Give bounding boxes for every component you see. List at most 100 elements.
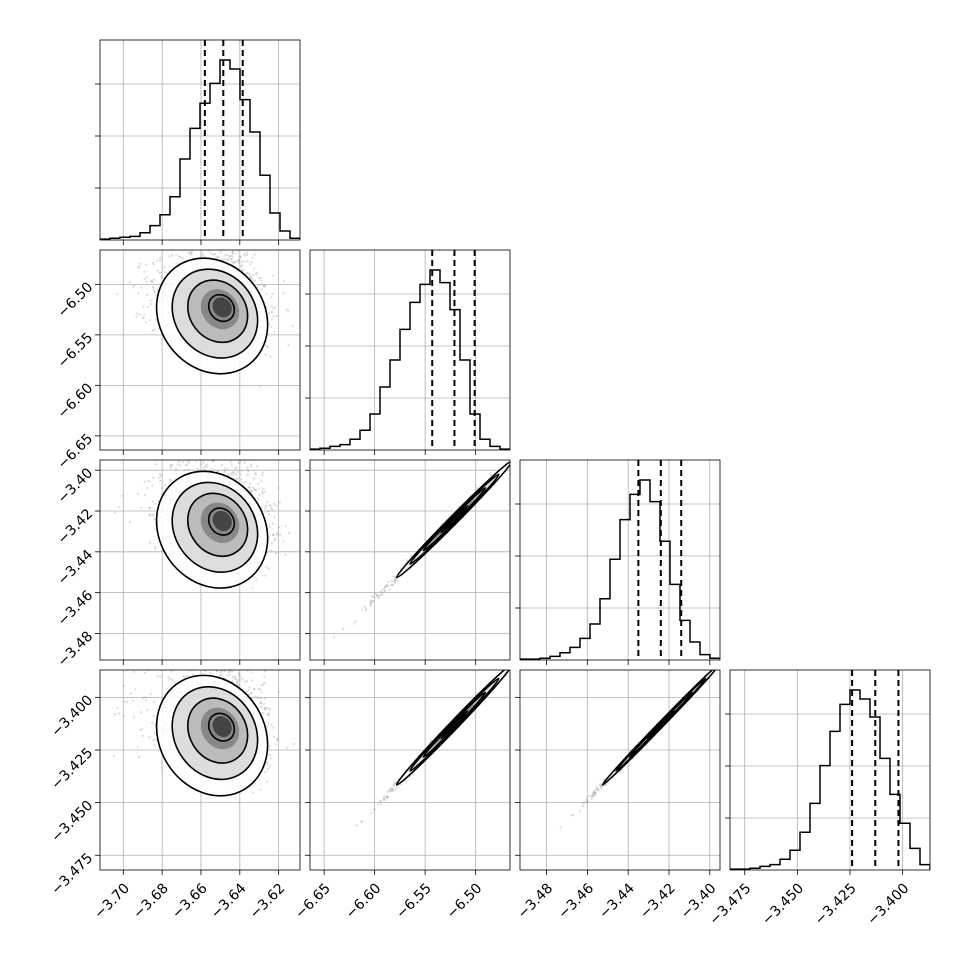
sample-point [251,256,254,259]
sample-point [269,765,272,768]
sample-point [270,549,273,552]
sample-point [238,678,241,681]
contour-line [186,279,249,344]
sample-point [241,481,244,484]
sample-point [202,454,204,456]
sample-point [378,595,381,598]
sample-point [251,273,254,276]
sample-point [185,463,189,466]
sample-point [187,654,189,656]
sample-point [229,237,231,239]
sample-point [225,674,228,677]
sample-point [264,646,266,648]
sample-point [254,279,257,282]
sample-point [229,255,232,258]
sample-point [230,260,233,263]
sample-point [396,579,399,583]
histogram-panel-1 [305,249,511,455]
sample-point [263,682,266,685]
sample-point [192,673,195,676]
sample-point [161,486,164,489]
histogram-step [100,59,300,240]
scatter-panel-1-0 [95,235,301,455]
sample-point [171,254,174,257]
sample-point [223,670,226,673]
sample-point [186,456,188,458]
sample-point [233,677,236,680]
sample-point [264,574,267,577]
sample-point [227,247,229,249]
sample-point [164,642,166,644]
sample-point [263,708,267,711]
sample-point [214,253,217,256]
sample-point [236,470,239,473]
sample-point [199,235,201,237]
sample-point [212,460,215,462]
sample-point [250,691,253,694]
sample-point [265,292,268,295]
sample-point [151,279,154,282]
sample-point [148,736,151,739]
sample-point [153,278,156,281]
sample-point [272,533,275,536]
sample-point [243,252,247,256]
sample-point [249,263,252,266]
sample-point [135,315,138,318]
sample-point [123,714,126,718]
sample-point [236,446,238,448]
sample-point [228,673,231,676]
sample-point [159,474,162,477]
sample-point [230,661,232,663]
histogram-panel-3 [725,669,931,875]
sample-point [148,319,151,322]
sample-point [369,601,372,604]
sample-point [268,745,271,748]
density-fill [212,297,232,318]
sample-point [369,604,372,607]
sample-point [221,244,223,246]
sample-point [241,678,244,681]
sample-point [380,591,383,594]
sample-point [247,470,250,473]
sample-point [208,445,210,447]
sample-point [149,299,152,302]
sample-point [254,473,257,476]
sample-point [167,676,170,679]
contour-line [395,460,510,579]
sample-point [293,743,296,746]
sample-point [270,310,273,313]
sample-point [271,292,274,295]
sample-point [235,656,237,658]
sample-point [282,540,285,543]
sample-point [247,486,250,489]
sample-point [277,526,280,529]
sample-point [261,473,264,477]
histogram-panel-0 [95,39,301,245]
sample-point [262,285,266,288]
sample-point [369,603,372,606]
sample-point [220,673,223,676]
sample-point [229,472,232,475]
sample-point [236,477,239,480]
sample-point [260,279,263,282]
sample-point [237,259,240,262]
sample-point [246,271,249,275]
sample-point [250,277,253,280]
sample-point [232,261,235,264]
sample-point [353,622,356,625]
sample-point [231,251,234,254]
sample-point [202,439,204,441]
sample-point [132,670,135,673]
sample-point [188,655,190,657]
sample-point [270,757,273,760]
sample-point [233,454,235,456]
sample-point [237,674,241,677]
sample-point [262,487,265,490]
sample-point [265,344,268,347]
sample-point [268,709,271,712]
sample-point [157,500,160,503]
sample-point [153,744,156,747]
sample-point [276,532,279,535]
sample-point [227,473,230,476]
